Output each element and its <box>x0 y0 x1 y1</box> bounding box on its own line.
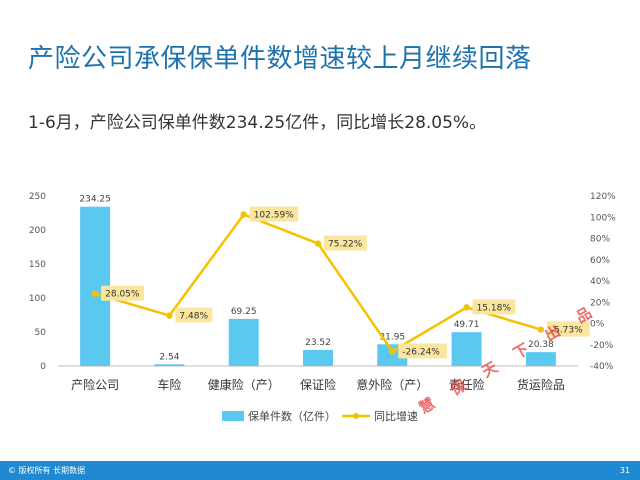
copyright-text: © 版权所有 长期数据 <box>8 466 86 475</box>
legend-bar-label: 保单件数（亿件） <box>248 409 336 423</box>
y-right-tick-label: 100% <box>590 213 616 223</box>
bar-value-label: 234.25 <box>79 195 111 205</box>
growth-point <box>389 348 396 355</box>
y-left-tick-label: 250 <box>29 192 46 202</box>
bar <box>451 332 482 366</box>
y-right-tick-label: -40% <box>590 362 614 372</box>
bar <box>303 350 333 366</box>
y-right-tick-label: 20% <box>590 298 610 308</box>
legend-bar-swatch <box>222 411 244 421</box>
growth-value-label: 28.05% <box>105 290 140 300</box>
growth-label-bg <box>175 307 213 323</box>
growth-point <box>91 290 99 297</box>
growth-value-label: 75.22% <box>328 240 363 250</box>
bar <box>525 352 556 366</box>
growth-value-label: 7.48% <box>179 312 208 322</box>
legend-line-marker <box>353 413 359 419</box>
y-right-tick-label: 60% <box>590 256 610 266</box>
page-number: 31 <box>619 466 630 475</box>
y-left-tick-label: 50 <box>35 328 47 338</box>
y-right-tick-label: -20% <box>590 341 614 351</box>
growth-label-bg <box>101 285 144 301</box>
y-left-tick-label: 100 <box>29 294 46 304</box>
growth-line <box>94 212 542 354</box>
y-right-tick-label: 0% <box>590 320 605 330</box>
bar-value-label: 31.95 <box>379 332 405 342</box>
growth-value-label: -26.24% <box>402 347 440 357</box>
bar-value-label: 23.52 <box>305 338 331 348</box>
y-right-tick-label: 120% <box>590 192 616 202</box>
growth-point <box>240 211 247 218</box>
bar-value-label: 49.71 <box>454 320 480 330</box>
bar <box>228 318 259 366</box>
page-subtitle: 1-6月，产险公司保单件数234.25亿件，同比增长28.05%。 <box>28 113 487 133</box>
growth-point <box>314 240 322 247</box>
growth-label-bg <box>472 299 516 315</box>
growth-label-bg <box>324 235 367 251</box>
growth-label-bg <box>249 206 299 222</box>
x-tick-label: 产险公司 <box>71 377 119 392</box>
x-tick-label: 保证险 <box>300 377 336 392</box>
x-tick-label: 车险 <box>157 377 181 392</box>
growth-label-bg <box>398 343 447 359</box>
page-title: 产险公司承保保单件数增速较上月继续回落 <box>28 44 532 74</box>
growth-point <box>537 326 545 333</box>
bar-value-label: 20.38 <box>528 340 554 350</box>
x-tick-label: 责任险 <box>449 377 485 392</box>
growth-value-label: 102.59% <box>254 210 294 220</box>
legend-line-label: 同比增速 <box>374 409 418 423</box>
y-left-tick-label: 150 <box>29 260 46 270</box>
y-left-tick-label: 200 <box>29 226 46 236</box>
bar <box>154 364 185 366</box>
footer-bar: © 版权所有 长期数据 31 <box>0 461 640 480</box>
growth-value-label: 15.18% <box>477 303 512 313</box>
y-right-tick-label: 80% <box>590 235 610 245</box>
growth-point <box>463 304 470 311</box>
x-tick-label: 货运险品 <box>517 377 565 392</box>
x-tick-label: 健康险（产） <box>208 377 280 392</box>
y-right-tick-label: 40% <box>590 277 610 287</box>
bar-value-label: 2.54 <box>159 352 179 362</box>
growth-label-bg <box>546 321 590 337</box>
growth-point <box>166 312 173 319</box>
y-left-tick-label: 0 <box>40 362 46 372</box>
x-tick-label: 意外险（产） <box>356 377 428 392</box>
growth-value-label: -5.73% <box>551 326 583 336</box>
bar-value-label: 69.25 <box>231 307 257 317</box>
